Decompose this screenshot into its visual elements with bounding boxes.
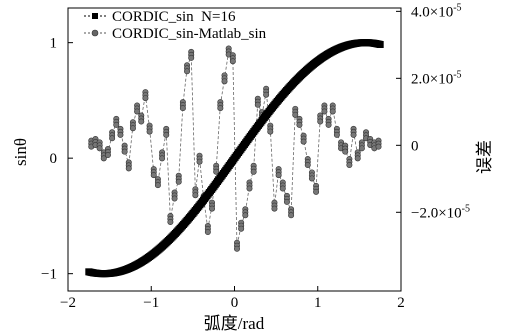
legend: CORDIC_sin N=16 CORDIC_sin-Matlab_sin xyxy=(84,9,267,42)
left-y-tick-label: 0 xyxy=(50,151,58,167)
error-point xyxy=(134,108,141,115)
error-point xyxy=(146,128,153,135)
error-point xyxy=(238,225,245,232)
left-y-tick-label: −1 xyxy=(41,267,57,283)
error-point xyxy=(138,118,145,125)
legend-sin-marker xyxy=(92,13,98,19)
right-y-tick-label: 4.0×10-5 xyxy=(411,2,462,20)
error-point xyxy=(142,95,149,102)
right-y-tick-exponent: -5 xyxy=(462,203,470,214)
error-point xyxy=(296,121,303,128)
left-y-axis-ticks: −1 0 1 xyxy=(41,36,73,283)
error-point xyxy=(350,131,357,138)
right-y-tick-label: −2.0×10-5 xyxy=(411,203,470,221)
x-axis-ticks: −2 −1 0 1 2 xyxy=(60,286,405,311)
error-point xyxy=(313,188,320,195)
error-point xyxy=(354,155,361,162)
error-point xyxy=(329,108,336,115)
left-y-axis-title: sinθ xyxy=(11,138,30,166)
error-point xyxy=(233,245,240,252)
sin-series xyxy=(85,39,384,278)
error-point xyxy=(175,178,182,185)
error-point xyxy=(300,138,307,145)
sin-point xyxy=(376,41,384,49)
right-y-tick-exponent: -5 xyxy=(453,69,461,80)
x-tick-label: 1 xyxy=(314,295,322,311)
error-point xyxy=(279,185,286,192)
error-point xyxy=(117,131,124,138)
legend-error-label: CORDIC_sin-Matlab_sin xyxy=(112,26,267,42)
error-point xyxy=(263,91,270,98)
x-tick-label: −1 xyxy=(143,295,159,311)
error-point xyxy=(100,155,107,162)
error-point xyxy=(209,205,216,212)
legend-error-marker xyxy=(91,29,99,37)
error-point xyxy=(96,145,103,152)
error-point xyxy=(288,212,295,219)
error-point xyxy=(375,143,382,150)
right-y-axis-ticks: 4.0×10-5 2.0×10-5 0 −2.0×10-5 xyxy=(396,2,470,221)
right-y-axis-title: 误差 xyxy=(475,140,494,174)
error-point xyxy=(221,78,228,85)
error-point xyxy=(167,218,174,225)
error-point xyxy=(267,128,274,135)
error-point xyxy=(192,192,199,199)
error-point xyxy=(104,152,111,159)
error-point xyxy=(121,148,128,155)
error-point xyxy=(196,158,203,165)
x-tick-label: 2 xyxy=(397,295,405,311)
x-tick-label: 0 xyxy=(231,295,239,311)
error-series-line xyxy=(91,50,379,246)
error-point xyxy=(229,58,236,65)
error-point xyxy=(171,195,178,202)
error-point xyxy=(163,131,170,138)
right-y-tick-exponent: -5 xyxy=(453,2,461,13)
error-point xyxy=(188,54,195,61)
error-point xyxy=(150,172,157,179)
error-point xyxy=(275,172,282,179)
error-point xyxy=(179,105,186,112)
error-point xyxy=(358,145,365,152)
right-y-tick-label: 0 xyxy=(411,138,419,154)
error-point xyxy=(113,121,120,128)
error-point xyxy=(154,182,161,189)
error-point xyxy=(204,229,211,236)
error-point xyxy=(342,148,349,155)
error-point xyxy=(159,155,166,162)
legend-sin-label: CORDIC_sin N=16 xyxy=(112,9,236,25)
error-point xyxy=(308,175,315,182)
error-point xyxy=(325,121,332,128)
error-point xyxy=(304,162,311,169)
error-point xyxy=(109,135,116,142)
error-point xyxy=(246,185,253,192)
error-point xyxy=(317,118,324,125)
error-point xyxy=(333,131,340,138)
error-point xyxy=(129,125,136,132)
right-y-tick-label: 2.0×10-5 xyxy=(411,69,462,87)
left-y-tick-label: 1 xyxy=(50,36,58,52)
error-point xyxy=(217,105,224,112)
error-point xyxy=(184,68,191,75)
x-tick-label: −2 xyxy=(60,295,76,311)
error-point xyxy=(292,111,299,118)
error-series xyxy=(88,45,382,252)
error-point xyxy=(321,108,328,115)
error-point xyxy=(250,168,257,175)
error-point xyxy=(254,101,261,108)
error-point xyxy=(283,198,290,205)
error-point xyxy=(125,165,132,172)
error-point xyxy=(271,205,278,212)
error-point xyxy=(346,162,353,169)
error-point xyxy=(242,212,249,219)
x-axis-title: 弧度/rad xyxy=(204,314,265,333)
